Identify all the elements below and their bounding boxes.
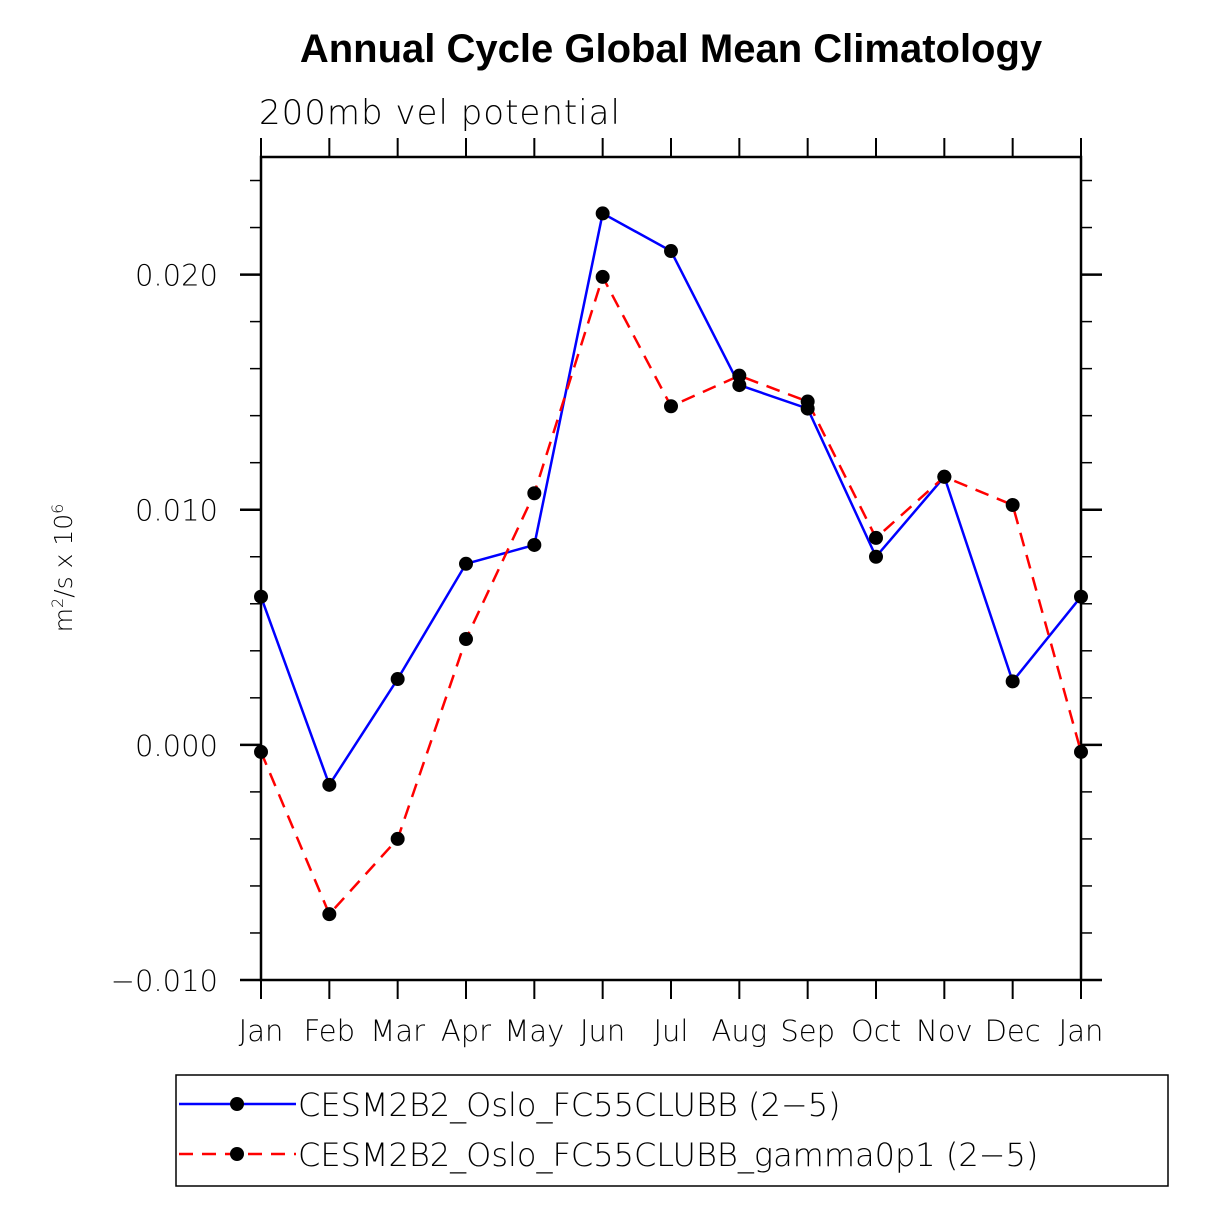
series-1 bbox=[259, 273, 1083, 917]
x-tick-label: Mar bbox=[370, 1014, 425, 1048]
x-tick-label: Oct bbox=[851, 1014, 901, 1048]
legend: CESM2B2_Oslo_FC55CLUBB (2−5) CESM2B2_Osl… bbox=[175, 1074, 1169, 1187]
data-point bbox=[869, 530, 883, 545]
chart-title: Annual Cycle Global Mean Climatology bbox=[300, 27, 1043, 71]
y-axis-label-sup2: 6 bbox=[48, 504, 67, 514]
data-point bbox=[459, 632, 473, 647]
legend-marker-0 bbox=[230, 1097, 244, 1111]
x-tick-label: Nov bbox=[916, 1014, 973, 1048]
chart-subtitle: 200mb vel potential bbox=[259, 93, 621, 133]
x-tick-label: May bbox=[504, 1014, 564, 1048]
x-tick-labels: Jan Feb Mar Apr May Jun Jul Aug Sep Oct Nov Dec Jan bbox=[239, 1014, 1104, 1048]
y-tick-label: −0.010 bbox=[111, 964, 218, 998]
data-point bbox=[390, 672, 405, 687]
data-point bbox=[254, 744, 268, 759]
y-tick-label: 0.000 bbox=[135, 729, 218, 763]
legend-label-0: CESM2B2_Oslo_FC55CLUBB (2−5) bbox=[298, 1086, 841, 1124]
y-tick-label: 0.020 bbox=[135, 259, 218, 293]
x-tick-label: Dec bbox=[985, 1014, 1041, 1048]
legend-marker-1 bbox=[230, 1147, 244, 1161]
x-tick-label: Jul bbox=[654, 1014, 689, 1048]
x-tick-label: Jun bbox=[580, 1014, 625, 1048]
data-point bbox=[595, 206, 610, 221]
y-axis-label-sup1: 2 bbox=[48, 598, 67, 608]
data-point bbox=[1074, 589, 1088, 604]
x-tick-label: Feb bbox=[304, 1014, 355, 1048]
data-point bbox=[527, 537, 542, 552]
series-line bbox=[259, 273, 1083, 917]
x-tick-label: Aug bbox=[712, 1014, 768, 1048]
y-tick-labels: −0.010 0.000 0.010 0.020 bbox=[111, 259, 218, 998]
axes bbox=[240, 138, 1102, 999]
data-point bbox=[459, 556, 473, 571]
series-markers-0 bbox=[254, 206, 1088, 792]
series-group bbox=[254, 206, 1088, 922]
data-point bbox=[595, 269, 610, 284]
x-tick-label: Jan bbox=[1059, 1014, 1104, 1048]
series-line bbox=[259, 211, 1082, 788]
data-point bbox=[322, 907, 337, 922]
x-tick-label: Apr bbox=[441, 1014, 491, 1048]
data-point bbox=[527, 486, 542, 501]
y-tick-label: 0.010 bbox=[135, 494, 218, 528]
data-point bbox=[1005, 674, 1020, 689]
series-0 bbox=[259, 211, 1082, 788]
data-point bbox=[1074, 744, 1088, 759]
data-point bbox=[1005, 498, 1020, 513]
data-point bbox=[664, 399, 678, 414]
data-point bbox=[800, 394, 815, 409]
x-tick-label: Jan bbox=[239, 1014, 284, 1048]
data-point bbox=[732, 368, 747, 383]
y-axis-label-base: m bbox=[49, 608, 78, 632]
y-axis-label: m2/s x 106 bbox=[48, 504, 79, 633]
x-tick-label: Sep bbox=[780, 1014, 835, 1048]
plot-frame bbox=[259, 155, 1083, 982]
data-point bbox=[937, 469, 952, 484]
legend-label-1: CESM2B2_Oslo_FC55CLUBB_gamma0p1 (2−5) bbox=[298, 1136, 1038, 1174]
data-point bbox=[664, 244, 678, 259]
data-point bbox=[390, 831, 405, 846]
series-markers-1 bbox=[254, 269, 1088, 922]
legend-box bbox=[175, 1074, 1169, 1187]
y-axis-label-mid: /s x 10 bbox=[49, 514, 78, 598]
data-point bbox=[869, 549, 883, 564]
data-point bbox=[322, 777, 337, 792]
data-point bbox=[254, 589, 268, 604]
